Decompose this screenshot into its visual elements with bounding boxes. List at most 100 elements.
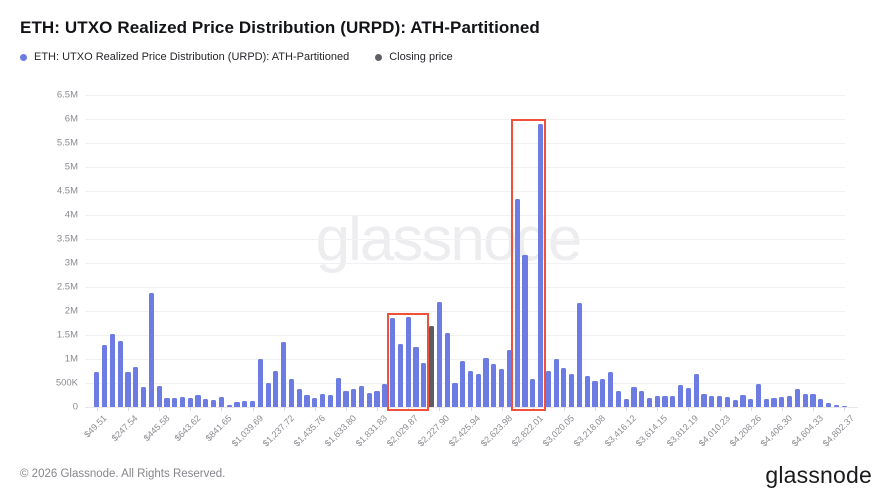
chart-plot-area[interactable] bbox=[93, 95, 848, 407]
x-axis-tick-label: $445.58 bbox=[141, 413, 172, 444]
urpd-bar bbox=[351, 388, 357, 407]
legend-dot-icon bbox=[375, 53, 383, 61]
urpd-bar bbox=[382, 383, 388, 407]
urpd-bar bbox=[179, 397, 186, 407]
urpd-bar bbox=[654, 395, 660, 407]
urpd-bar bbox=[646, 398, 653, 407]
x-axis-tick bbox=[190, 407, 192, 411]
urpd-bar bbox=[140, 386, 147, 407]
urpd-bar bbox=[444, 333, 450, 407]
urpd-bar bbox=[242, 401, 248, 407]
chart-legend: ETH: UTXO Realized Price Distribution (U… bbox=[20, 51, 453, 63]
y-axis-tick-label: 5M bbox=[64, 161, 78, 173]
x-axis-tick-label: $49.51 bbox=[82, 413, 109, 440]
y-axis-tick-label: 1.5M bbox=[56, 329, 78, 341]
urpd-bar bbox=[693, 373, 699, 407]
urpd-bar bbox=[522, 254, 528, 407]
urpd-bar bbox=[288, 379, 295, 407]
gridline bbox=[85, 287, 845, 288]
urpd-bar bbox=[662, 396, 668, 407]
x-axis-tick bbox=[595, 407, 597, 411]
x-axis-tick bbox=[283, 407, 285, 411]
urpd-bar bbox=[374, 391, 380, 407]
urpd-bar bbox=[771, 397, 777, 407]
x-axis-tick bbox=[221, 407, 223, 411]
y-axis-tick-label: 5.5M bbox=[56, 137, 78, 149]
urpd-bar bbox=[94, 371, 100, 407]
x-axis-tick bbox=[470, 407, 472, 411]
urpd-bar bbox=[281, 341, 287, 407]
legend-item-closing-price[interactable]: Closing price bbox=[375, 51, 453, 63]
urpd-bar bbox=[366, 392, 372, 407]
urpd-bar bbox=[491, 363, 497, 407]
x-axis-tick-label: $1,039.69 bbox=[229, 413, 265, 449]
urpd-bar bbox=[825, 402, 832, 407]
y-axis-tick-label: 3M bbox=[64, 257, 78, 269]
urpd-bar bbox=[499, 369, 505, 407]
urpd-bar bbox=[755, 384, 762, 407]
urpd-bar bbox=[265, 382, 271, 407]
x-axis-tick bbox=[96, 407, 98, 411]
urpd-bar bbox=[514, 199, 520, 407]
urpd-bar bbox=[467, 371, 474, 407]
x-axis-tick-label: $3,416.12 bbox=[602, 413, 639, 449]
x-axis-tick-label: $4,406.30 bbox=[758, 413, 794, 449]
x-axis-tick-label: $4,010.23 bbox=[696, 413, 732, 449]
urpd-bar bbox=[615, 391, 621, 407]
urpd-bar bbox=[545, 370, 551, 407]
x-axis-tick bbox=[750, 407, 752, 411]
gridline bbox=[85, 359, 845, 360]
urpd-bar bbox=[156, 385, 162, 407]
urpd-bar bbox=[257, 359, 263, 407]
urpd-bar bbox=[358, 385, 365, 407]
urpd-bar bbox=[109, 334, 116, 407]
x-axis-tick-label: $1,633.80 bbox=[322, 413, 359, 449]
urpd-bar bbox=[125, 372, 131, 407]
urpd-bar bbox=[117, 340, 123, 407]
gridline bbox=[85, 167, 845, 168]
highlight-box bbox=[386, 313, 430, 411]
gridline bbox=[85, 215, 845, 216]
gridline bbox=[85, 335, 845, 336]
gridline bbox=[85, 191, 845, 192]
y-axis-tick-label: 500K bbox=[55, 377, 78, 389]
urpd-bar bbox=[833, 404, 839, 407]
x-axis-tick bbox=[128, 407, 130, 411]
x-axis-tick-label: $3,812.19 bbox=[665, 413, 701, 449]
urpd-bar bbox=[608, 372, 614, 407]
gridline bbox=[85, 239, 845, 240]
urpd-bar bbox=[483, 357, 489, 407]
urpd-bar bbox=[779, 397, 785, 407]
x-axis-tick bbox=[159, 407, 161, 411]
x-axis-tick-label: $4,208.26 bbox=[727, 413, 763, 449]
y-axis-tick-label: 4.5M bbox=[56, 185, 78, 197]
urpd-bar bbox=[810, 394, 816, 407]
x-axis-tick bbox=[563, 407, 565, 411]
urpd-bar bbox=[327, 395, 333, 407]
urpd-bar bbox=[841, 405, 847, 407]
urpd-bar bbox=[600, 378, 606, 407]
highlight-box bbox=[511, 119, 546, 411]
urpd-bar bbox=[584, 375, 590, 407]
urpd-bar bbox=[405, 317, 411, 407]
x-axis-tick bbox=[812, 407, 814, 411]
x-axis-tick bbox=[657, 407, 659, 411]
y-axis-tick-label: 6.5M bbox=[56, 89, 78, 101]
urpd-bar bbox=[195, 394, 201, 407]
x-axis-tick-label: $4,802.37 bbox=[820, 413, 857, 449]
legend-item-label: ETH: UTXO Realized Price Distribution (U… bbox=[34, 51, 350, 63]
x-axis-tick-label: $3,020.05 bbox=[540, 413, 576, 449]
urpd-bar bbox=[709, 396, 715, 407]
x-axis-tick-label: $1,831.83 bbox=[353, 413, 390, 449]
urpd-bar bbox=[436, 302, 442, 407]
copyright-text: © 2026 Glassnode. All Rights Reserved. bbox=[20, 468, 226, 480]
legend-item-urpd[interactable]: ETH: UTXO Realized Price Distribution (U… bbox=[20, 51, 349, 63]
legend-dot-icon bbox=[20, 53, 27, 61]
urpd-bar bbox=[569, 373, 575, 407]
x-axis-tick bbox=[688, 407, 690, 411]
urpd-bar bbox=[203, 399, 209, 407]
x-axis-tick-label: $841.65 bbox=[203, 413, 234, 444]
urpd-bar bbox=[475, 374, 481, 407]
urpd-bar bbox=[390, 318, 396, 407]
urpd-bar bbox=[685, 388, 692, 407]
